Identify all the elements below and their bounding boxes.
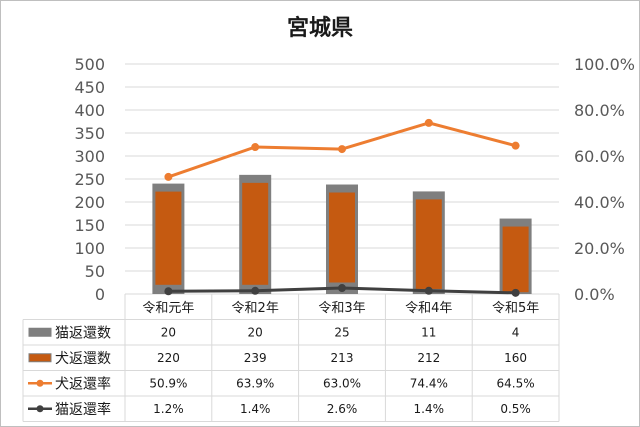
category-label: 令和3年 bbox=[318, 301, 365, 316]
table-cell: 50.9% bbox=[149, 376, 187, 390]
category-label: 令和5年 bbox=[492, 301, 539, 316]
bar-dog bbox=[329, 192, 355, 283]
table-cell: 160 bbox=[504, 351, 527, 365]
series-point bbox=[164, 172, 173, 181]
category-label: 令和2年 bbox=[232, 301, 279, 316]
table-cell: 20 bbox=[161, 325, 176, 339]
table-cell: 1.2% bbox=[153, 402, 184, 416]
left-tick-label: 500 bbox=[74, 55, 105, 74]
table-cell: 213 bbox=[331, 351, 354, 365]
table-cell: 63.0% bbox=[323, 376, 361, 390]
legend-key-marker bbox=[36, 379, 44, 387]
series-point bbox=[511, 288, 520, 297]
left-tick-label: 450 bbox=[74, 78, 105, 97]
right-axis-ticks: 0.0% 20.0% 40.0% 60.0% 80.0% 100.0% bbox=[574, 55, 635, 304]
bar-dog bbox=[155, 191, 182, 285]
table-cell: 220 bbox=[157, 351, 180, 365]
left-tick-label: 50 bbox=[85, 262, 105, 281]
right-tick-label: 40.0% bbox=[574, 193, 625, 212]
table-cell: 64.5% bbox=[497, 376, 535, 390]
series-point bbox=[251, 143, 260, 152]
series-point bbox=[338, 284, 346, 293]
left-tick-label: 200 bbox=[74, 193, 105, 212]
series-point bbox=[164, 287, 173, 296]
legend-label: 猫返還率 bbox=[55, 401, 111, 418]
table-cell: 74.4% bbox=[410, 376, 448, 390]
right-tick-label: 60.0% bbox=[574, 147, 625, 166]
series-point bbox=[511, 141, 520, 150]
right-tick-label: 100.0% bbox=[574, 55, 635, 74]
category-label: 令和元年 bbox=[142, 301, 194, 316]
series-point bbox=[338, 145, 346, 154]
series-point bbox=[251, 286, 260, 295]
lines bbox=[164, 118, 520, 297]
table-cell: 4 bbox=[512, 325, 520, 339]
table-cell: 25 bbox=[334, 325, 349, 339]
bars bbox=[152, 174, 532, 294]
gridlines bbox=[125, 63, 559, 295]
left-tick-label: 100 bbox=[74, 239, 105, 258]
category-label: 令和4年 bbox=[405, 301, 452, 316]
right-tick-label: 0.0% bbox=[574, 285, 615, 304]
legend-key bbox=[28, 327, 52, 337]
bar-dog bbox=[502, 226, 529, 293]
table-cell: 20 bbox=[248, 325, 263, 339]
series-point bbox=[424, 286, 433, 295]
table-cell: 1.4% bbox=[240, 402, 271, 416]
left-tick-label: 0 bbox=[95, 285, 105, 304]
left-tick-label: 400 bbox=[74, 101, 105, 120]
bar-dog bbox=[242, 182, 269, 285]
legend-key bbox=[28, 353, 52, 363]
legend-label: 犬返還率 bbox=[55, 375, 111, 392]
left-tick-label: 150 bbox=[74, 216, 105, 235]
chart-title: 宮城県 bbox=[287, 15, 353, 41]
table-cell: 11 bbox=[421, 325, 436, 339]
table-cell: 63.9% bbox=[236, 376, 274, 390]
bar-dog bbox=[415, 199, 442, 289]
left-tick-label: 300 bbox=[74, 147, 105, 166]
legend-key-marker bbox=[36, 405, 44, 413]
table-cell: 212 bbox=[417, 351, 440, 365]
left-axis-ticks: 0 50 100 150 200 250 300 350 400 450 500 bbox=[74, 55, 105, 304]
series-point bbox=[424, 118, 433, 127]
table-cell: 1.4% bbox=[414, 402, 445, 416]
legend-label: 猫返還数 bbox=[55, 325, 111, 341]
left-tick-label: 250 bbox=[74, 170, 105, 189]
right-tick-label: 20.0% bbox=[574, 239, 625, 258]
right-tick-label: 80.0% bbox=[574, 101, 625, 120]
table-cell: 2.6% bbox=[327, 402, 358, 416]
left-tick-label: 350 bbox=[74, 124, 105, 143]
table-cell: 0.5% bbox=[500, 402, 531, 416]
legend-label: 犬返還数 bbox=[55, 351, 111, 367]
table-cell: 239 bbox=[244, 351, 267, 365]
